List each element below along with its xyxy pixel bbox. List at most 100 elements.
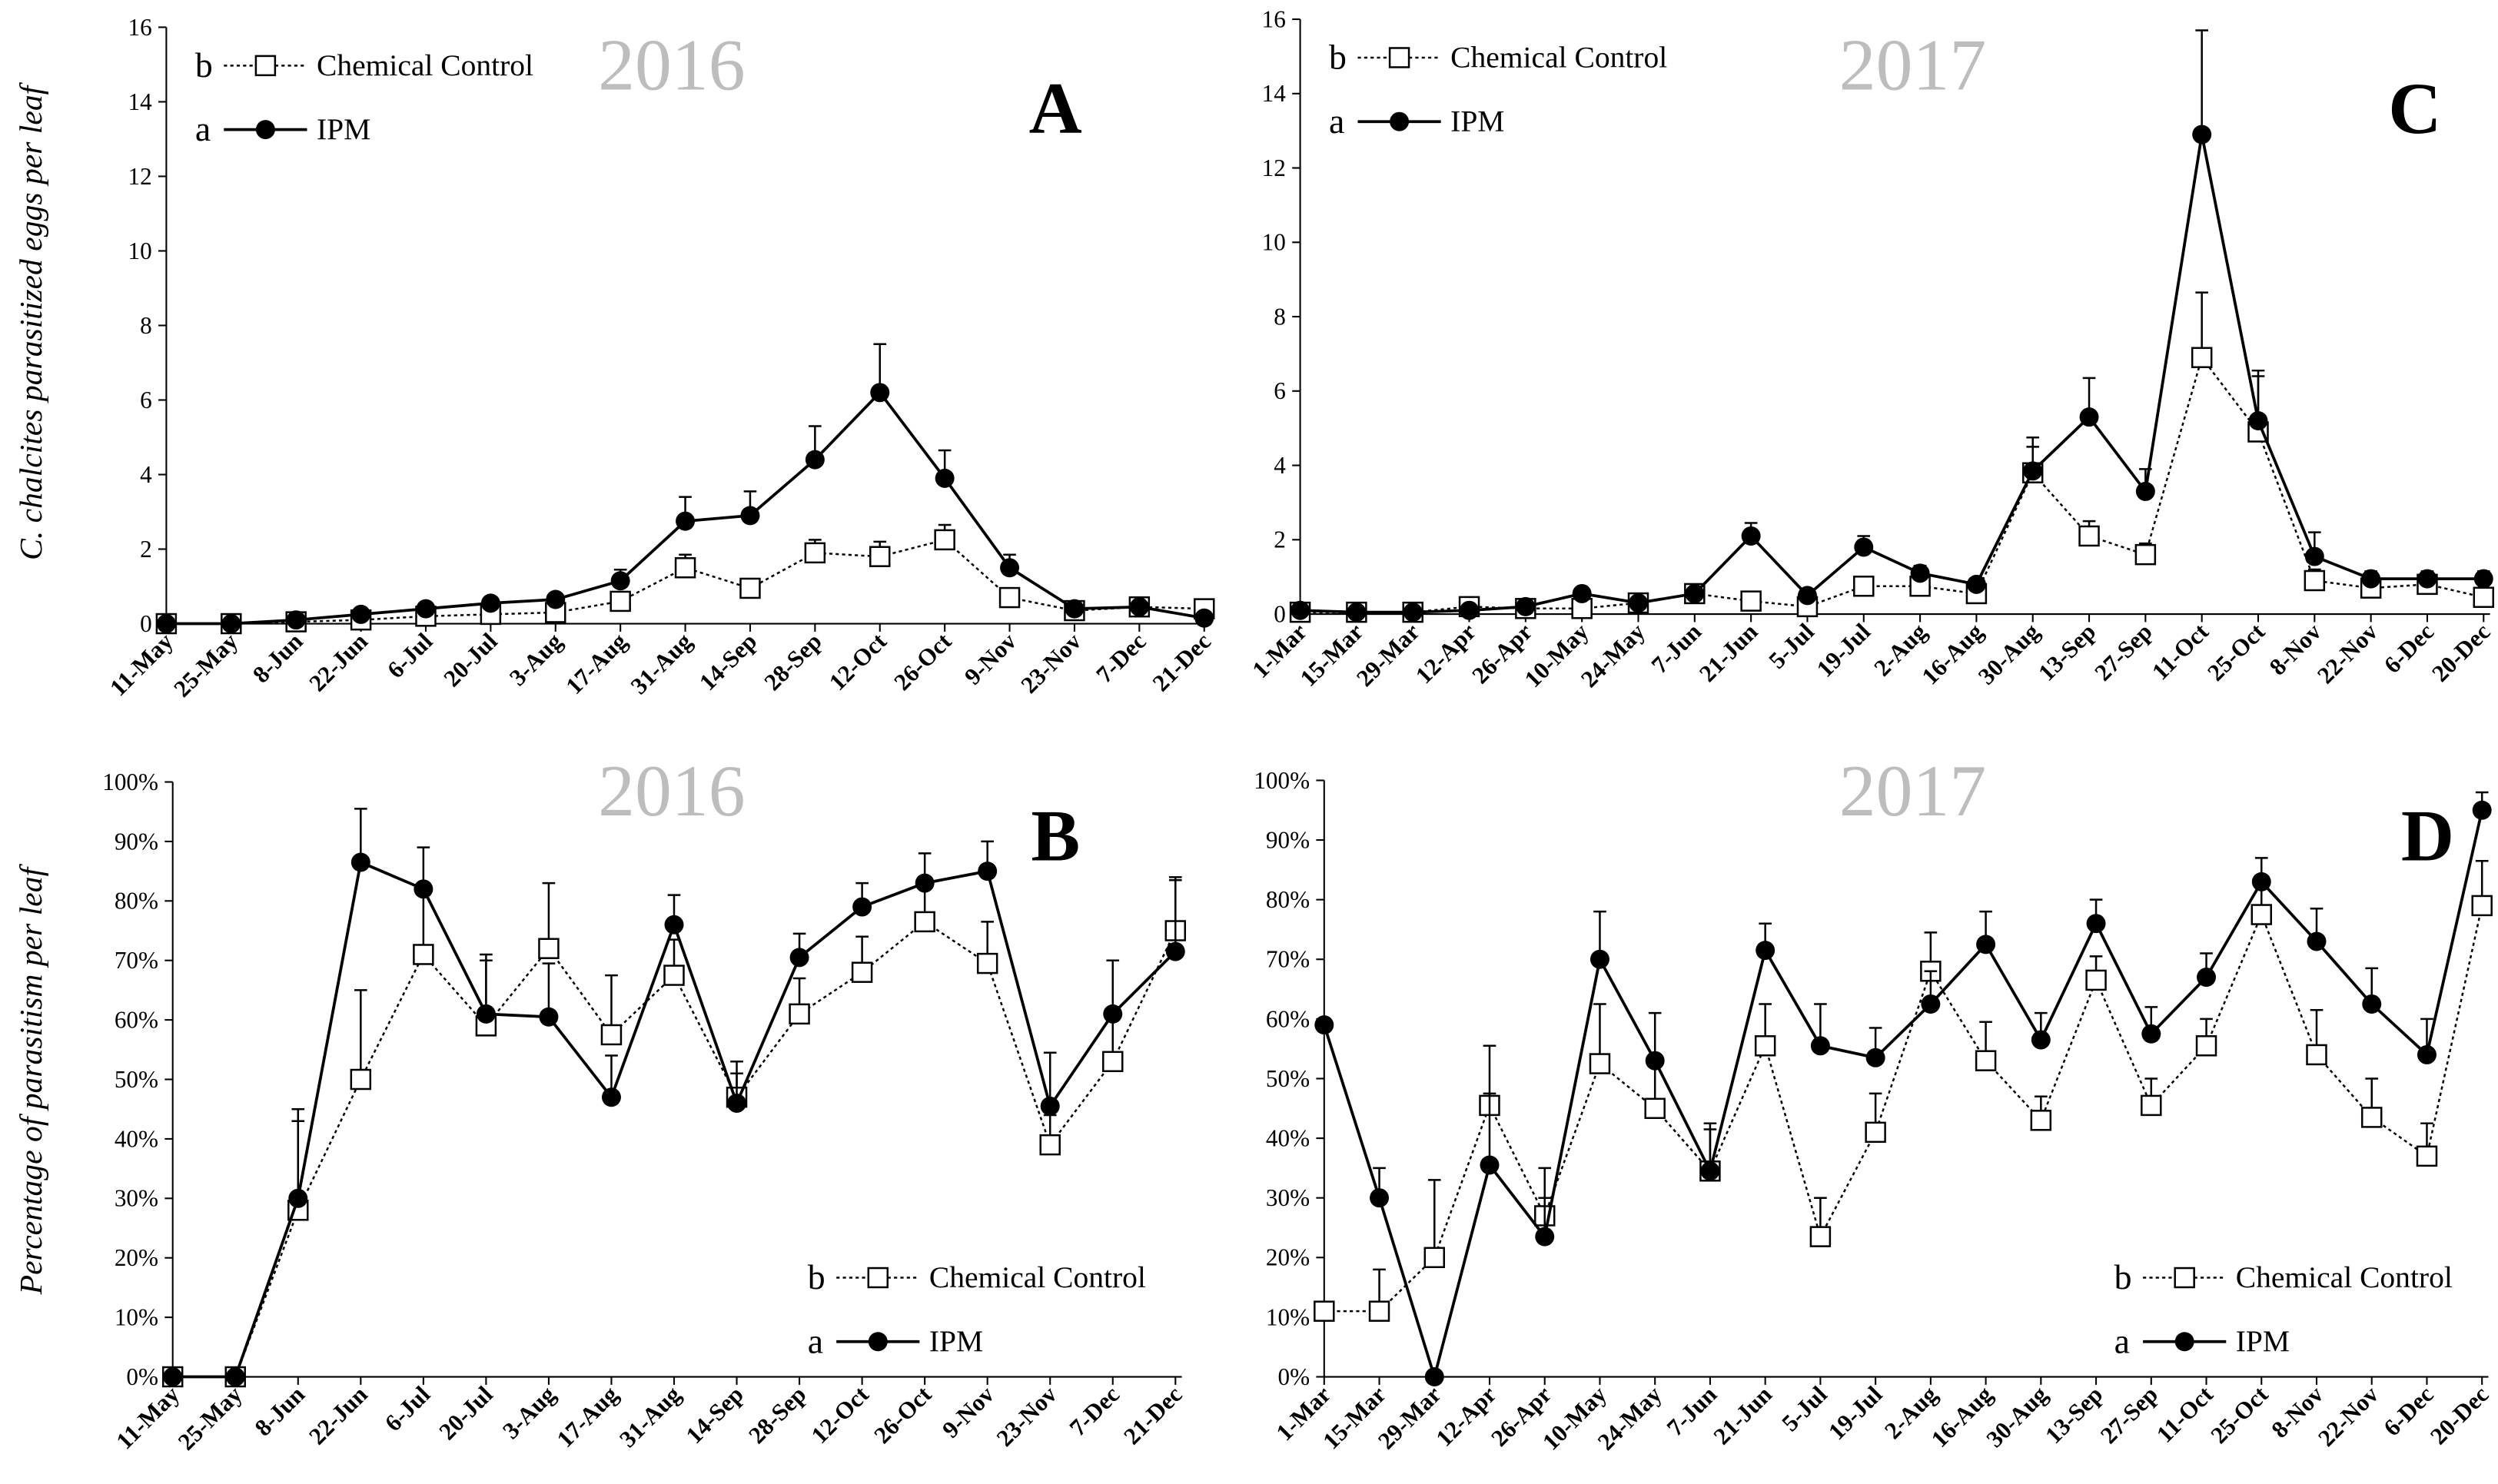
ipm-data-point xyxy=(2086,914,2106,934)
ipm-data-point xyxy=(1403,603,1423,622)
ipm-data-point xyxy=(2362,994,2382,1014)
year-label: 2016 xyxy=(598,750,745,832)
legend-group-letter: b xyxy=(2114,1257,2132,1296)
legend-label: IPM xyxy=(317,112,370,146)
x-tick-label: 12-Apr xyxy=(1410,618,1481,689)
x-tick-label: 8-Jun xyxy=(247,628,308,689)
ipm-data-point xyxy=(1910,563,1930,583)
x-tick-label: 26-Oct xyxy=(889,627,957,696)
ipm-data-point xyxy=(1756,941,1776,961)
ipm-data-point xyxy=(789,948,809,968)
x-tick-label: 31-Aug xyxy=(626,627,698,699)
y-tick-label: 14 xyxy=(1262,80,1287,107)
ipm-data-point xyxy=(1645,1051,1665,1071)
chemical-control-data-point xyxy=(2030,1110,2052,1131)
chemical-control-data-point xyxy=(2134,543,2157,566)
ipm-data-point xyxy=(935,468,955,488)
x-tick-label: 9-Nov xyxy=(959,627,1021,689)
y-tick-label: 0 xyxy=(1274,600,1286,627)
chemical-control-data-point xyxy=(538,938,560,959)
chemical-control-data-point xyxy=(610,590,631,613)
year-label: 2016 xyxy=(598,25,745,106)
x-tick-label: 21-Dec xyxy=(1147,628,1216,697)
legend-marker xyxy=(867,1267,889,1289)
ipm-data-point xyxy=(676,511,696,531)
x-tick-label: 8-Jun xyxy=(249,1381,310,1442)
ipm-data-point xyxy=(2361,569,2381,589)
y-tick-label: 10 xyxy=(1262,229,1286,256)
ipm-data-point xyxy=(915,873,935,893)
y-tick-label: 0% xyxy=(1277,1363,1310,1390)
x-tick-label: 21-Dec xyxy=(1118,1381,1188,1450)
chemical-control-data-point xyxy=(1809,1226,1832,1247)
x-tick-label: 28-Sep xyxy=(743,1381,811,1449)
ipm-data-point xyxy=(2135,481,2155,501)
chemical-control-data-point xyxy=(1589,1053,1611,1074)
x-tick-label: 20-Jul xyxy=(433,1380,498,1445)
y-tick-label: 30% xyxy=(115,1185,158,1212)
y-tick-label: 4 xyxy=(1274,452,1286,479)
x-tick-label: 20-Dec xyxy=(2425,1381,2494,1450)
ipm-data-point xyxy=(1194,608,1214,628)
chemical-control-data-point xyxy=(1423,1247,1445,1269)
x-tick-label: 7-Dec xyxy=(1064,1381,1124,1442)
ipm-data-point xyxy=(1000,558,1020,578)
panel-letter: D xyxy=(2401,795,2454,876)
y-tick-label: 80% xyxy=(1266,886,1310,913)
y-tick-label: 10% xyxy=(1266,1303,1310,1330)
y-tick-label: 40% xyxy=(1266,1124,1310,1151)
legend-group-letter: b xyxy=(1329,38,1347,77)
legend-marker xyxy=(255,120,275,140)
chemical-control-data-point xyxy=(2195,1035,2217,1057)
x-tick-label: 22-Nov xyxy=(2313,1380,2383,1451)
legend-chemical-control: b Chemical Control xyxy=(195,45,533,85)
x-tick-label: 11-Oct xyxy=(2147,618,2214,686)
x-tick-label: 12-Apr xyxy=(1430,1381,1501,1452)
ipm-data-point xyxy=(288,1188,308,1208)
ipm-data-point xyxy=(1103,1004,1123,1024)
chemical-control-data-point xyxy=(600,1024,623,1046)
y-tick-label: 70% xyxy=(115,947,158,974)
x-tick-label: 19-Jul xyxy=(1812,618,1876,682)
y-tick-label: 2 xyxy=(1274,526,1286,553)
legend-group-letter: a xyxy=(1329,101,1344,141)
y-tick-label: 50% xyxy=(1266,1065,1310,1092)
x-tick-label: 25-Oct xyxy=(2205,1380,2274,1449)
x-tick-label: 26-Oct xyxy=(869,1380,937,1449)
y-tick-label: 12 xyxy=(1262,154,1286,181)
ipm-data-point xyxy=(1797,586,1817,606)
ipm-data-point xyxy=(978,862,998,881)
y-tick-label: 30% xyxy=(1266,1184,1310,1211)
legend-group-letter: a xyxy=(195,109,211,148)
x-tick-label: 5-Jul xyxy=(1763,618,1819,674)
x-tick-label: 21-Jun xyxy=(1708,1381,1777,1450)
ipm-data-point xyxy=(221,614,241,634)
y-tick-label: 12 xyxy=(128,163,151,190)
x-tick-label: 27-Sep xyxy=(2095,1381,2163,1449)
ipm-data-point xyxy=(1040,1096,1060,1116)
y-tick-label: 20% xyxy=(115,1244,158,1271)
panel-letter: B xyxy=(1031,795,1080,876)
ipm-data-point xyxy=(225,1367,245,1387)
ipm-series-line xyxy=(1300,134,2484,614)
ipm-data-point xyxy=(852,897,872,917)
y-tick-label: 50% xyxy=(115,1066,158,1093)
ipm-data-point xyxy=(2417,569,2437,589)
ipm-data-point xyxy=(1065,599,1085,619)
x-tick-label: 14-Sep xyxy=(694,628,762,696)
ipm-data-point xyxy=(480,593,500,613)
legend-marker xyxy=(2174,1332,2194,1352)
ipm-data-point xyxy=(740,506,760,526)
legend-label: Chemical Control xyxy=(317,48,533,82)
chemical-control-data-point xyxy=(1754,1035,1776,1057)
bottom-y-axis-label: Percentage of parasitism per leaf xyxy=(14,863,49,1295)
ipm-data-point xyxy=(610,571,630,591)
x-tick-label: 16-Aug xyxy=(1916,618,1988,690)
chemical-control-data-point xyxy=(2251,904,2272,925)
y-tick-label: 8 xyxy=(1274,303,1286,330)
legend-label: IPM xyxy=(929,1324,983,1358)
legend-label: IPM xyxy=(1450,105,1504,138)
chemical-control-data-point xyxy=(1975,1050,1997,1071)
x-tick-label: 27-Sep xyxy=(2089,618,2157,686)
x-tick-label: 23-Nov xyxy=(1015,627,1086,698)
